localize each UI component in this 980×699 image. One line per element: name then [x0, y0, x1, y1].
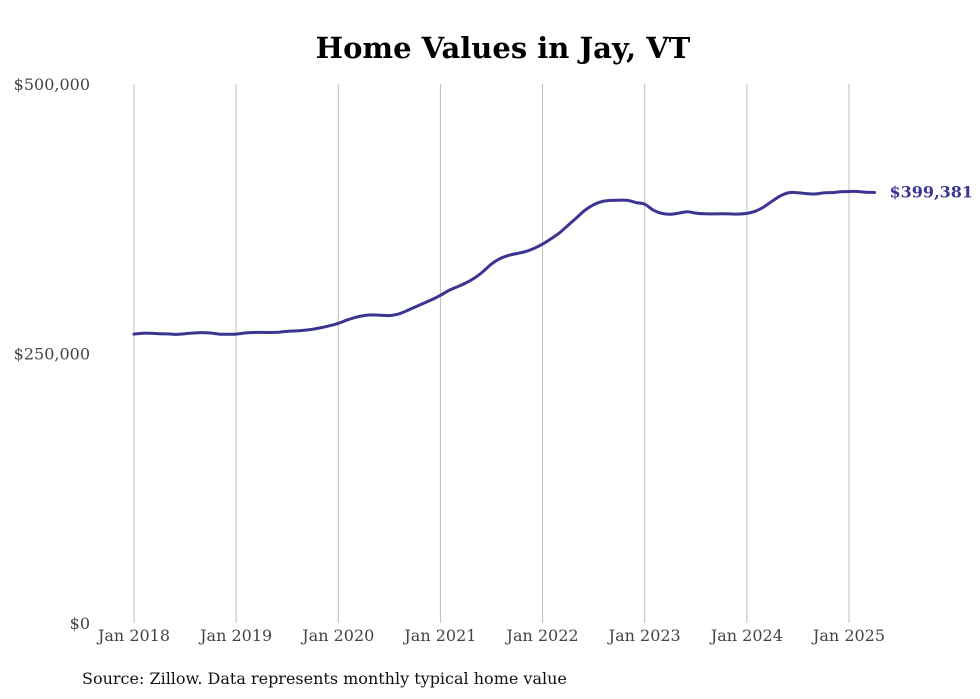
x-tick-label: Jan 2021 [402, 626, 476, 645]
end-value-label: $399,381 [890, 182, 974, 201]
x-tick-label: Jan 2019 [198, 626, 272, 645]
x-tick-label: Jan 2024 [709, 626, 783, 645]
y-tick-label: $250,000 [14, 345, 90, 364]
x-tick-label: Jan 2022 [505, 626, 579, 645]
x-axis: Jan 2018 Jan 2019 Jan 2020 Jan 2021 Jan 2022… [96, 626, 885, 645]
gridlines [133, 84, 850, 623]
y-tick-label: $500,000 [14, 75, 90, 94]
chart-title: Home Values in Jay, VT [316, 31, 691, 65]
x-tick-label: Jan 2025 [811, 626, 885, 645]
x-tick-label: Jan 2023 [607, 626, 681, 645]
x-tick-label: Jan 2018 [96, 626, 170, 645]
series-line-0 [132, 189, 876, 336]
y-tick-label: $0 [70, 614, 90, 633]
x-tick-label: Jan 2020 [300, 626, 374, 645]
series-layer: $399,381 [132, 182, 974, 336]
source-note: Source: Zillow. Data represents monthly … [82, 669, 567, 688]
y-axis: $0 $250,000 $500,000 [14, 75, 90, 633]
